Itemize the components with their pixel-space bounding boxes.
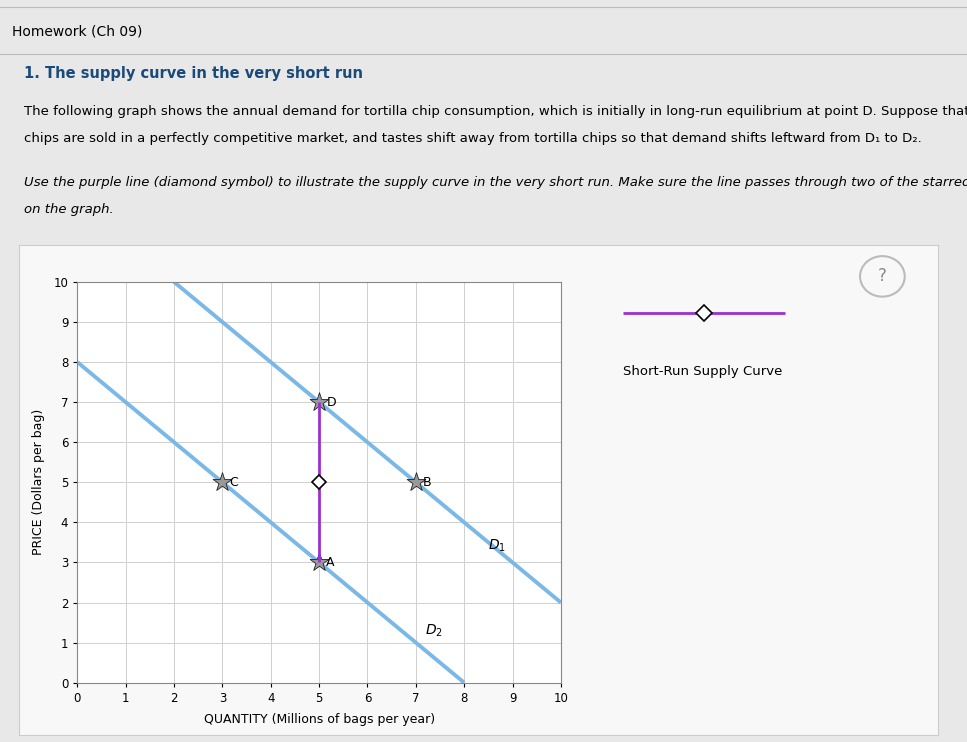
- Text: $D_2$: $D_2$: [425, 622, 444, 639]
- Text: D: D: [327, 395, 336, 409]
- Text: A: A: [327, 556, 335, 569]
- Text: on the graph.: on the graph.: [24, 203, 114, 216]
- Text: The following graph shows the annual demand for tortilla chip consumption, which: The following graph shows the annual dem…: [24, 105, 967, 118]
- Y-axis label: PRICE (Dollars per bag): PRICE (Dollars per bag): [32, 409, 45, 556]
- Text: chips are sold in a perfectly competitive market, and tastes shift away from tor: chips are sold in a perfectly competitiv…: [24, 132, 922, 145]
- Point: [215, 476, 230, 488]
- Text: ?: ?: [878, 267, 887, 286]
- Point: [311, 396, 327, 408]
- Point: [408, 476, 424, 488]
- Text: Homework (Ch 09): Homework (Ch 09): [12, 24, 142, 39]
- X-axis label: QUANTITY (Millions of bags per year): QUANTITY (Millions of bags per year): [203, 713, 435, 726]
- Text: Use the purple line (diamond symbol) to illustrate the supply curve in the very : Use the purple line (diamond symbol) to …: [24, 177, 967, 189]
- Point: [311, 556, 327, 568]
- Text: B: B: [424, 476, 431, 489]
- Text: C: C: [230, 476, 239, 489]
- Text: 1. The supply curve in the very short run: 1. The supply curve in the very short ru…: [24, 66, 364, 81]
- Text: Short-Run Supply Curve: Short-Run Supply Curve: [623, 366, 782, 378]
- Text: $D_1$: $D_1$: [488, 538, 507, 554]
